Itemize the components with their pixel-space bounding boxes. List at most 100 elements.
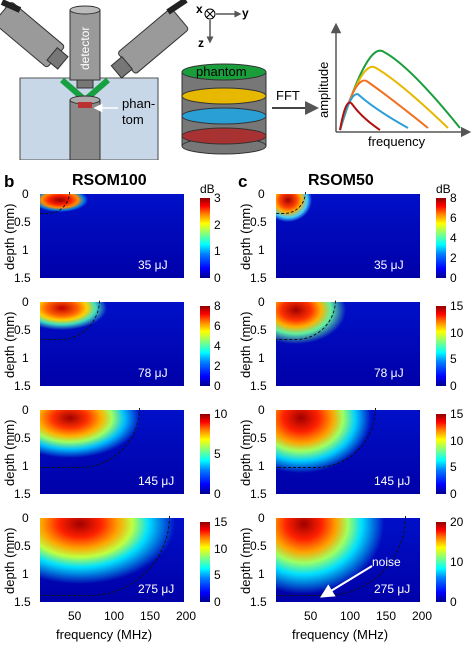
colorbar-tick-c-2: 10 [450, 325, 464, 340]
colorbar-tick-b-3: 0 [214, 487, 221, 501]
colorbar-tick-c-4: 20 [450, 515, 464, 529]
colorbar-tick-b-1: 0 [214, 271, 221, 285]
panel-b-xlabel: frequency (MHz) [56, 627, 153, 642]
ytick-b-3: 0 [22, 403, 29, 417]
ytick-b-3: 1.5 [14, 487, 31, 501]
xtick-b: 150 [140, 609, 161, 623]
xtick-b: 200 [176, 609, 197, 623]
ytick-c-1: 1 [258, 243, 265, 257]
panel-c-xlabel: frequency (MHz) [292, 627, 389, 642]
ytick-c-3: 0 [258, 403, 265, 417]
ytick-c-2: 1.5 [250, 379, 267, 393]
phantom-layer-stack [181, 63, 267, 155]
ytick-c-4: 1.5 [250, 595, 267, 609]
colorbar-tick-b-1: 3 [214, 191, 221, 205]
ytick-b-3: 0.5 [14, 431, 31, 445]
ytick-c-1: 1.5 [250, 271, 267, 285]
colorbar-c-2 [436, 306, 446, 386]
ytick-c-2: 0 [258, 295, 265, 309]
colorbar-tick-c-4: 10 [450, 555, 464, 569]
xtick-c: 150 [376, 609, 397, 623]
colorbar-tick-c-3: 5 [450, 460, 457, 475]
colorbar-tick-c-1: 8 [450, 191, 457, 205]
colorbar-unit-b: dB [200, 182, 215, 196]
panel-b-title: RSOM100 [72, 172, 147, 189]
ytick-b-1: 1 [22, 243, 29, 257]
colorbar-tick-c-3: 0 [450, 487, 457, 501]
ylabel-c-2: depth (mm) [238, 311, 253, 378]
phantom-label-bottom: tom [122, 112, 144, 127]
colorbar-tick-c-1: 2 [450, 251, 457, 265]
colorbar-tick-b-3: 5 [214, 447, 221, 461]
energy-label-c-2: 78 μJ [374, 366, 404, 380]
colorbar-tick-b-2: 4 [214, 339, 221, 353]
colorbar-tick-c-3: 15 [450, 407, 464, 421]
energy-label-b-1: 35 μJ [138, 258, 168, 272]
panel-a-schematic [0, 0, 472, 160]
detector-label: detector [78, 26, 92, 70]
colorbar-tick-c-1: 4 [450, 231, 457, 245]
panel-b-letter: b [4, 172, 15, 191]
colorbar-tick-b-1: 1 [214, 244, 221, 259]
colorbar-c-4 [436, 522, 446, 602]
ylabel-c-3: depth (mm) [238, 419, 253, 486]
colorbar-c-3 [436, 414, 446, 494]
colorbar-tick-b-3: 10 [214, 407, 228, 421]
ytick-b-4: 0 [22, 511, 29, 525]
panel-c-title: RSOM50 [308, 172, 374, 189]
axis-y-label: y [242, 6, 249, 20]
left-fiber-icon [0, 2, 69, 70]
energy-label-b-4: 275 μJ [138, 582, 175, 596]
ytick-c-1: 0 [258, 187, 265, 201]
colorbar-tick-b-4: 0 [214, 595, 221, 609]
energy-label-c-1: 35 μJ [374, 258, 404, 272]
axis-x-label: x [196, 2, 203, 16]
ylabel-b-3: depth (mm) [2, 419, 17, 486]
ytick-c-1: 0.5 [250, 215, 267, 229]
energy-label-b-3: 145 μJ [138, 474, 175, 488]
ytick-c-4: 1 [258, 567, 265, 581]
colorbar-tick-c-2: 15 [450, 299, 464, 313]
right-fiber-icon [110, 8, 189, 79]
xtick-c: 100 [340, 609, 361, 623]
ytick-b-2: 0 [22, 295, 29, 309]
fft-label: FFT [276, 88, 300, 103]
ytick-b-4: 0.5 [14, 539, 31, 553]
xtick-c: 200 [412, 609, 433, 623]
ylabel-b-2: depth (mm) [2, 311, 17, 378]
ytick-b-3: 1 [22, 459, 29, 473]
stack-phantom-label: phantom [196, 64, 247, 79]
ytick-b-1: 0.5 [14, 215, 31, 229]
heatmap-c-1 [276, 194, 420, 278]
colorbar-b-2 [200, 306, 210, 386]
colorbar-tick-c-1: 0 [450, 271, 457, 285]
energy-label-b-2: 78 μJ [138, 366, 168, 380]
ytick-b-2: 0.5 [14, 323, 31, 337]
colorbar-tick-b-4: 5 [214, 568, 221, 583]
ytick-b-1: 0 [22, 187, 29, 201]
ytick-b-2: 1.5 [14, 379, 31, 393]
ytick-c-3: 1 [258, 459, 265, 473]
colorbar-tick-c-2: 0 [450, 379, 457, 393]
colorbar-tick-b-2: 6 [214, 319, 221, 333]
ylabel-c-4: depth (mm) [238, 527, 253, 594]
colorbar-tick-b-4: 10 [214, 541, 228, 556]
xtick-c: 50 [304, 609, 318, 623]
ylabel-b-1: depth (mm) [2, 203, 17, 270]
colorbar-c-1 [436, 198, 446, 278]
ytick-b-4: 1.5 [14, 595, 31, 609]
ytick-b-2: 1 [22, 351, 29, 365]
ylabel-b-4: depth (mm) [2, 527, 17, 594]
noise-arrow [320, 565, 373, 598]
ytick-b-4: 1 [22, 567, 29, 581]
colorbar-tick-c-2: 5 [450, 352, 457, 367]
colorbar-b-3 [200, 414, 210, 494]
colorbar-tick-c-1: 6 [450, 211, 457, 225]
colorbar-tick-b-2: 0 [214, 379, 221, 393]
ylabel-c-1: depth (mm) [238, 203, 253, 270]
phantom-cylinder [69, 99, 101, 160]
colorbar-tick-b-2: 8 [214, 299, 221, 313]
colorbar-tick-b-1: 2 [214, 217, 221, 232]
colorbar-b-4 [200, 522, 210, 602]
ytick-c-4: 0 [258, 511, 265, 525]
